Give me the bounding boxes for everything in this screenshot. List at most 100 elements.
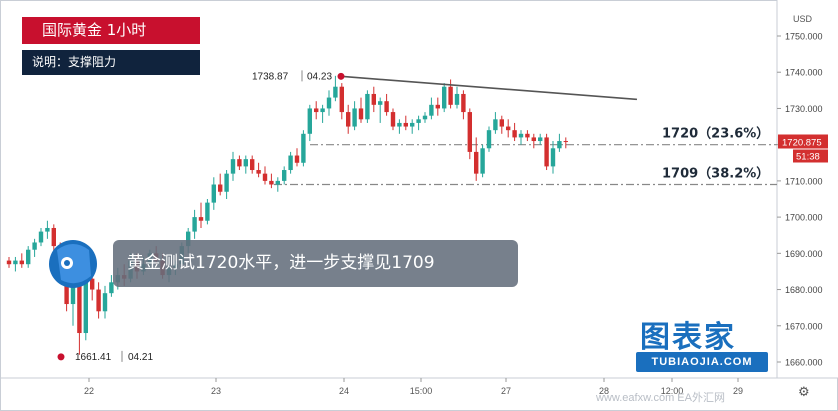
candle [109,275,114,297]
candle [371,86,376,113]
watermark: www.eafxw.com EA外汇网 [596,392,725,404]
time-tick-label: 22 [84,386,94,396]
candle-body [454,93,460,105]
candle [358,97,364,123]
candle-body [262,173,268,181]
candle-body [19,260,24,265]
candle [19,253,24,268]
candle-body [77,282,82,334]
candle-body [480,148,485,174]
candle [352,101,357,131]
candle [250,155,255,174]
low-marker-date: 04.21 [128,352,153,363]
candle-body [365,93,370,120]
candle-body [96,289,101,312]
candle [410,119,415,134]
candle-body [371,93,376,105]
candle-body [557,141,562,149]
candle-body [294,155,300,163]
candle-body [416,119,421,123]
candle-body [192,217,197,232]
candle [442,83,447,113]
candle-body [102,293,108,312]
analysis-banner: 黄金测试1720水平，进一步支撑见1709 [113,240,518,287]
candle-body [64,271,69,305]
candle [448,79,453,109]
time-tick-label: 28 [599,386,609,396]
candle-body [307,108,312,134]
candle-body [531,137,536,142]
candle-body [518,133,524,138]
high-marker-price: 1738.87 [252,71,289,82]
candle [512,122,517,142]
candle [45,220,50,239]
time-tick-label: 15:00 [410,386,433,396]
currency-label: USD [793,14,813,24]
price-tick-label: 1660.000 [785,358,823,368]
time-tick-label: 12:00 [661,386,684,396]
price-tick-label: 1700.000 [785,213,823,223]
price-axis-pane [777,0,838,378]
candle [550,141,556,174]
candle [269,173,274,189]
time-tick-label: 29 [733,386,743,396]
candle [544,133,549,171]
candle-body [410,122,415,127]
candle-body [320,108,325,113]
last-price-tag [778,134,828,149]
candle [320,104,325,123]
candle-body [275,180,280,185]
candle [224,170,229,199]
gear-icon[interactable]: ⚙ [798,384,810,399]
candle-body [13,260,18,265]
price-tick-label: 1740.000 [785,68,823,78]
candle [346,104,351,134]
price-tick-label: 1710.000 [785,176,823,186]
candle-body [512,130,517,138]
candle-body [282,170,287,181]
candle-body [352,108,357,127]
candle-body [384,101,389,113]
candle [365,90,370,123]
candle [454,86,460,109]
high-marker-date: 04.23 [307,71,332,82]
candle-body [269,180,274,185]
candle [243,155,248,174]
candle [429,97,434,120]
candle [205,199,210,225]
candle-body [467,112,472,152]
low-marker-dot [57,353,65,361]
candle-body [90,278,95,290]
candle-body [288,155,293,171]
candle [218,173,223,196]
brand-logo: 图表家 TUBIAOJIA.COM [634,312,770,374]
candle-body [506,126,511,131]
price-tick-label: 1680.000 [785,285,823,295]
candle [288,151,293,174]
candle-body [550,148,556,167]
candle [467,108,472,160]
candle [416,115,421,131]
candle [397,119,402,134]
candle [26,246,31,268]
candle [314,101,319,120]
candle-body [26,249,31,265]
candle [339,83,344,120]
candle-body [474,151,479,174]
candle [198,202,204,228]
time-tick-label: 24 [339,386,349,396]
candle-body [333,86,338,98]
candle [486,126,492,152]
candle [480,144,485,178]
candle-body [230,159,236,174]
candle-body [397,122,402,127]
candle-body [70,282,76,305]
candle-body [461,93,466,113]
candle-body [358,108,364,120]
candle-body [422,115,428,120]
candle [282,166,287,185]
candle [493,112,498,134]
time-tick-label: 27 [501,386,511,396]
candle [13,256,18,272]
